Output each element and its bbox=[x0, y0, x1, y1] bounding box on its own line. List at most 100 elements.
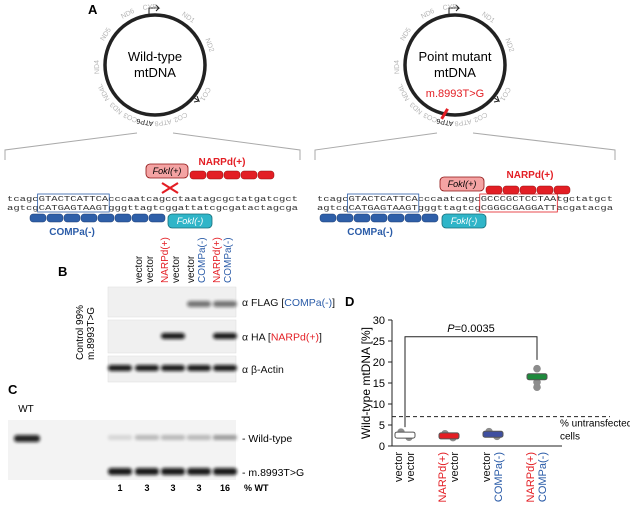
x-tick-label: vector bbox=[481, 452, 493, 482]
mean-bar bbox=[526, 373, 548, 381]
row-label-part: COMPa(-) bbox=[284, 297, 332, 309]
tale-repeat bbox=[240, 170, 258, 180]
panel-label: B bbox=[58, 264, 67, 279]
lane-label: COMPa(-) bbox=[197, 237, 208, 283]
row-label: α HA [NARPd(+)] bbox=[242, 332, 322, 344]
blot-band bbox=[108, 365, 132, 371]
x-tick-label: vector bbox=[405, 452, 417, 482]
row-label-part: NARPd(+) bbox=[271, 332, 319, 344]
foki-minus bbox=[441, 213, 487, 229]
gel-band bbox=[187, 435, 211, 440]
x-tick-label: NARPd(+) bbox=[525, 452, 537, 502]
zoom-line bbox=[172, 132, 301, 160]
sequence-bottom: agtcgCATGAGTAAGTgggttagtcggattatcgcgatac… bbox=[7, 205, 298, 213]
blot-band bbox=[187, 365, 211, 371]
sequence-bottom: agtcgCATGAGTAAGTgggttagtcgCGGGCGAGGATTac… bbox=[317, 205, 613, 213]
circle-title: mtDNA bbox=[134, 65, 176, 80]
gel-band bbox=[135, 435, 159, 440]
tale-repeat bbox=[257, 170, 275, 180]
row-label-part: α β-Actin bbox=[242, 364, 284, 376]
tale-repeat bbox=[97, 213, 115, 223]
gel-band bbox=[108, 435, 132, 440]
data-point bbox=[533, 364, 541, 373]
tale-repeat bbox=[404, 213, 422, 223]
y-tick-label: 5 bbox=[379, 420, 385, 432]
mutation-mark bbox=[440, 108, 449, 120]
lane-label: NARPd(+) bbox=[212, 237, 223, 283]
tale-repeat bbox=[553, 185, 571, 195]
circle-title: Point mutant bbox=[419, 49, 492, 64]
gel-band bbox=[161, 468, 185, 475]
percent-label: % WT bbox=[244, 483, 269, 493]
blot-band bbox=[213, 365, 237, 371]
panel-label: A bbox=[88, 2, 98, 17]
blot-band bbox=[135, 365, 159, 371]
panel-label: D bbox=[345, 294, 354, 309]
y-tick-label: 15 bbox=[373, 378, 385, 390]
promoter-arrow bbox=[192, 95, 201, 103]
no-binding-cross bbox=[161, 182, 179, 194]
foki-plus bbox=[145, 163, 189, 179]
band-label: - Wild-type bbox=[242, 433, 292, 445]
zoom-line bbox=[314, 132, 438, 160]
lane-label: vector bbox=[171, 255, 182, 283]
foki-plus bbox=[439, 176, 485, 192]
tale-repeat bbox=[131, 213, 149, 223]
tale-repeat bbox=[148, 213, 166, 223]
significance-bracket bbox=[404, 336, 538, 428]
row-label-part: α FLAG [ bbox=[242, 297, 284, 309]
mutation-label: m.8993T>G bbox=[426, 88, 484, 100]
control-label: Control 99% bbox=[75, 305, 86, 360]
row-label-part: ] bbox=[332, 297, 335, 309]
nuclease-plus-label: NARPd(+) bbox=[507, 170, 554, 181]
row-label-part: ] bbox=[319, 332, 322, 344]
tale-repeat bbox=[370, 213, 388, 223]
gene-label: ND4 bbox=[94, 60, 101, 74]
y-tick-label: 10 bbox=[373, 399, 385, 411]
percent-wt: 1 bbox=[117, 483, 122, 493]
percent-wt: 3 bbox=[196, 483, 201, 493]
nuclease-plus-label: NARPd(+) bbox=[199, 157, 246, 168]
tale-repeat bbox=[189, 170, 207, 180]
band-label: - m.8993T>G bbox=[242, 467, 304, 479]
x-tick-label: NARPd(+) bbox=[437, 452, 449, 502]
sequence-top: tcagcGTACTCATTCAcccaatcagcGCCCGCTCCTAAtg… bbox=[317, 196, 613, 204]
gene-label: ATP8 bbox=[154, 117, 172, 126]
binding-site bbox=[347, 193, 420, 213]
gel-band bbox=[213, 435, 237, 440]
tale-repeat bbox=[114, 213, 132, 223]
promoter-arrow bbox=[492, 95, 501, 103]
x-tick-label: vector bbox=[393, 452, 405, 482]
circle-title: Wild-type bbox=[128, 49, 182, 64]
promoter-arrow bbox=[448, 4, 461, 14]
gel-band bbox=[161, 435, 185, 440]
tale-repeat bbox=[223, 170, 241, 180]
gene-label: ATP6 bbox=[136, 117, 154, 127]
tale-repeat bbox=[206, 170, 224, 180]
gel-band bbox=[187, 468, 211, 475]
lane-label: vector bbox=[134, 255, 145, 283]
gene-label: CYB bbox=[143, 4, 158, 12]
zoom-line bbox=[472, 132, 616, 160]
x-tick-label: COMPa(-) bbox=[537, 452, 549, 502]
tale-repeat bbox=[336, 213, 354, 223]
p-symbol: P bbox=[447, 323, 455, 335]
tale-repeat bbox=[353, 213, 371, 223]
lane-label: COMPa(-) bbox=[223, 237, 234, 283]
tale-repeat bbox=[387, 213, 405, 223]
tale-repeat bbox=[485, 185, 503, 195]
blot-band bbox=[161, 333, 185, 339]
blot-band bbox=[213, 333, 237, 339]
y-tick-label: 30 bbox=[373, 315, 385, 327]
control-label: m.8993T>G bbox=[86, 307, 97, 360]
circle-title: mtDNA bbox=[434, 65, 476, 80]
mean-bar bbox=[482, 430, 504, 438]
gel-band bbox=[108, 468, 132, 475]
lane-label: vector bbox=[145, 255, 156, 283]
foki-minus-label: FokI(-) bbox=[177, 216, 204, 226]
binding-site bbox=[479, 193, 558, 213]
gene-label: ATP8 bbox=[454, 117, 472, 126]
mtdna-circle bbox=[103, 13, 207, 117]
row-label-part: α HA [ bbox=[242, 332, 271, 344]
gel-band bbox=[213, 468, 237, 475]
